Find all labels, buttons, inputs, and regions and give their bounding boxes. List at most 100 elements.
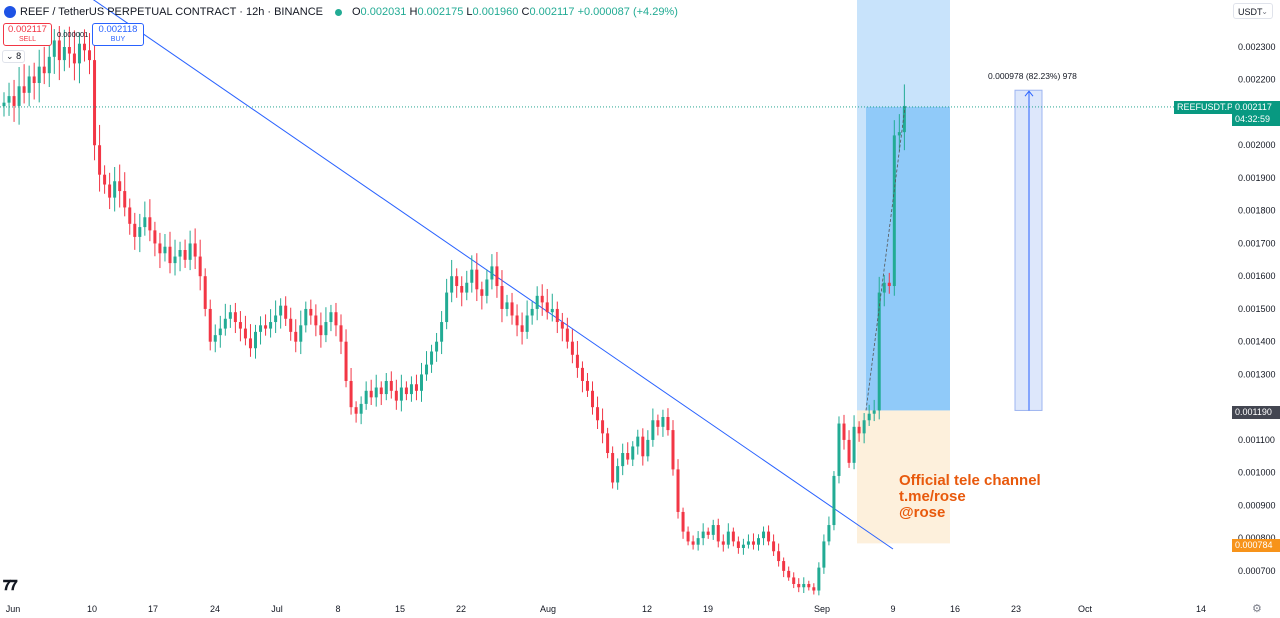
candle	[842, 414, 846, 450]
candle-body	[259, 325, 263, 332]
candle	[711, 519, 715, 540]
y-tick-label: 0.001300	[1238, 369, 1276, 379]
buy-button[interactable]: 0.002118 BUY	[92, 23, 144, 46]
candle	[113, 167, 117, 212]
candle-body	[414, 384, 418, 391]
y-tick-label: 0.001000	[1238, 468, 1276, 478]
candle-body	[42, 66, 46, 74]
candle	[77, 32, 81, 84]
candle	[384, 373, 388, 401]
candle	[178, 241, 182, 272]
sell-button[interactable]: 0.002117 SELL	[3, 23, 52, 46]
candle	[42, 46, 46, 85]
candle	[57, 26, 61, 81]
candle	[746, 534, 750, 549]
candle-body	[847, 439, 851, 463]
candle-body	[52, 40, 56, 57]
candle-body	[7, 96, 11, 103]
candle	[852, 415, 856, 470]
candle-body	[379, 387, 383, 395]
candle	[32, 62, 36, 100]
candle-body	[264, 325, 268, 329]
candle	[591, 381, 595, 415]
candle-body	[359, 403, 363, 414]
candle	[379, 381, 383, 406]
candle-body	[475, 269, 479, 290]
candle	[751, 533, 755, 550]
watermark-line-2: t.me/rose	[899, 488, 966, 505]
candle-body	[611, 453, 615, 483]
candle	[349, 367, 353, 415]
candle-body	[339, 325, 343, 342]
watermark-text: Official tele channel t.me/rose @rose	[899, 473, 1041, 521]
candle	[686, 526, 690, 546]
y-tick-label: 0.002300	[1238, 42, 1276, 52]
candle-body	[435, 341, 439, 352]
y-tick-label: 0.001100	[1238, 435, 1275, 445]
candle-body	[364, 390, 368, 404]
candle-body	[711, 525, 715, 535]
currency-select[interactable]: USDT ⌄	[1233, 3, 1273, 19]
candle-body	[269, 322, 273, 329]
candle	[425, 351, 429, 381]
candle	[108, 172, 112, 210]
candle-body	[751, 541, 755, 545]
candle	[857, 421, 861, 442]
candle-body	[520, 325, 524, 332]
candle	[419, 362, 423, 402]
candle-body	[198, 256, 202, 277]
candle-body	[143, 217, 147, 228]
candle-body	[369, 390, 373, 398]
candle	[741, 538, 745, 555]
candle	[339, 314, 343, 355]
y-tick-label: 0.000800	[1238, 533, 1276, 543]
symbol-title[interactable]: REEF / TetherUS PERPETUAL CONTRACT · 12h…	[20, 6, 323, 18]
stop-zone	[857, 410, 950, 544]
candle	[269, 309, 273, 338]
candle	[435, 332, 439, 362]
candle-body	[686, 531, 690, 542]
y-tick-label: 0.002200	[1238, 75, 1276, 85]
candle-body	[540, 295, 544, 303]
candle	[696, 531, 700, 551]
candle	[616, 458, 620, 490]
indicators-toggle-button[interactable]: ⌄ 8	[2, 50, 26, 63]
candle-body	[470, 269, 474, 283]
ohlc-readout: O0.002031 H0.002175 L0.001960 C0.002117 …	[351, 6, 678, 18]
candle	[772, 534, 776, 556]
candle-body	[741, 544, 745, 548]
candle-body	[108, 184, 112, 198]
candle-body	[691, 541, 695, 545]
candle-body	[636, 436, 640, 447]
candle-body	[505, 302, 509, 309]
chevron-down-icon: ⌄	[6, 51, 14, 61]
candle-body	[872, 410, 876, 414]
candle-body	[591, 390, 595, 408]
candle-body	[812, 587, 816, 591]
candle	[892, 120, 896, 296]
tradingview-logo[interactable]: 𝟕𝟕	[3, 577, 18, 593]
candle	[445, 278, 449, 330]
candle-body	[867, 413, 871, 421]
gear-icon[interactable]: ⚙	[1252, 603, 1262, 615]
candle-body	[27, 76, 31, 93]
candle	[882, 274, 886, 307]
candle-body	[389, 380, 393, 391]
x-tick-label: 24	[210, 604, 220, 614]
candle	[394, 379, 398, 410]
candle-body	[128, 207, 132, 224]
candle	[827, 516, 831, 546]
x-tick-label: 23	[1011, 604, 1021, 614]
candle	[862, 413, 866, 444]
candle	[344, 329, 348, 388]
x-tick-label: Oct	[1078, 604, 1093, 614]
candle	[676, 459, 680, 519]
candle	[359, 396, 363, 425]
indicators-count: 8	[16, 51, 22, 61]
candle-body	[857, 426, 861, 434]
candle-body	[329, 312, 333, 323]
candle	[706, 527, 710, 539]
candle	[611, 446, 615, 489]
candle	[515, 304, 519, 337]
